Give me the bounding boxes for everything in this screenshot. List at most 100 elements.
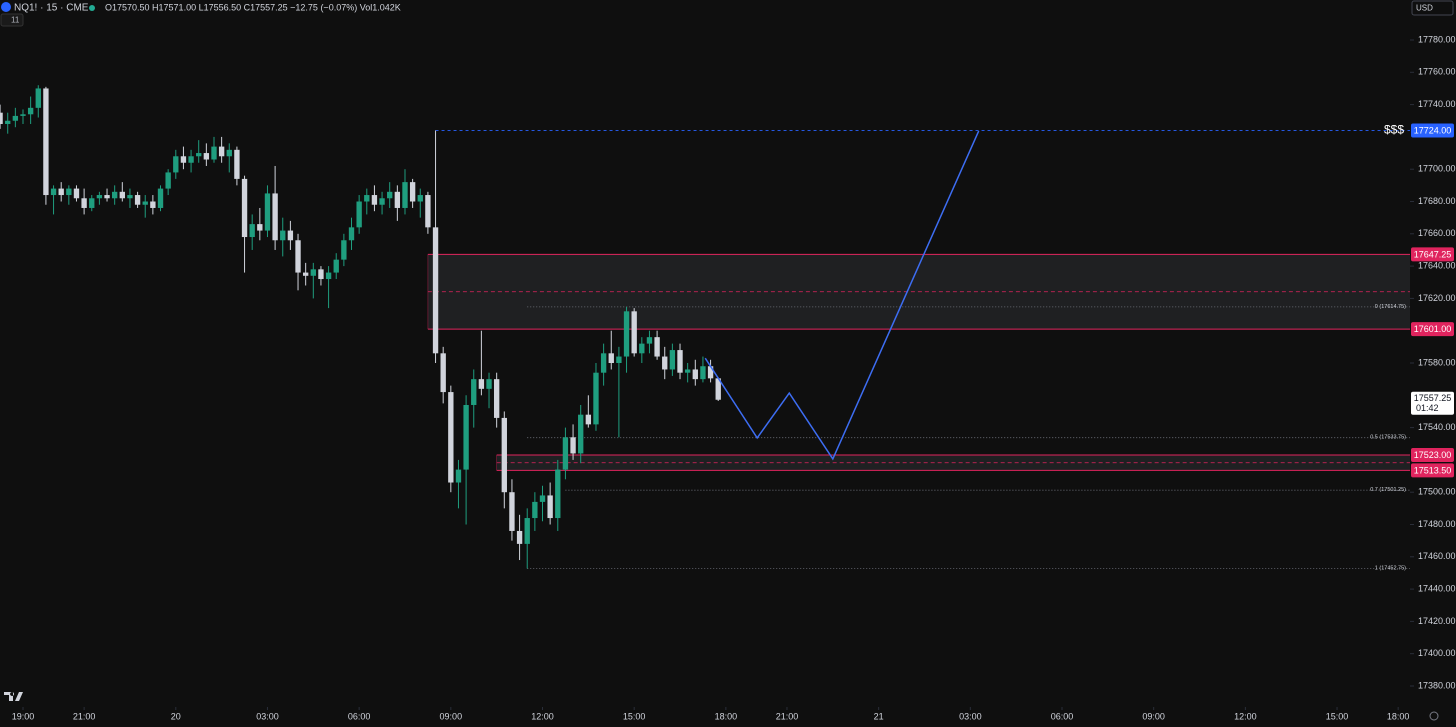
candle-body bbox=[157, 188, 164, 208]
candle-body bbox=[43, 88, 49, 196]
candle-body bbox=[241, 178, 248, 238]
symbol-logo bbox=[1, 2, 11, 12]
x-tick-label: 03:00 bbox=[256, 711, 279, 721]
candle-body bbox=[501, 417, 507, 493]
candle-body bbox=[134, 195, 141, 205]
candle-body bbox=[662, 356, 668, 370]
fib-label: 0 (17614.75) bbox=[1375, 304, 1406, 310]
x-tick-label: 09:00 bbox=[1142, 711, 1165, 721]
price-tag-label: 17724.00 bbox=[1414, 125, 1452, 135]
candle-body bbox=[478, 379, 485, 389]
candle-body bbox=[203, 153, 210, 160]
candle-body bbox=[425, 195, 431, 228]
candle-body bbox=[280, 230, 286, 241]
status-dot bbox=[89, 5, 95, 11]
candle-body bbox=[12, 115, 19, 121]
candle-body bbox=[593, 372, 599, 425]
price-tag bbox=[1411, 322, 1454, 337]
price-tag-label: 17647.25 bbox=[1414, 249, 1452, 259]
candle-body bbox=[486, 379, 492, 389]
plot-area bbox=[0, 85, 1410, 569]
y-tick-label: 17620.00 bbox=[1418, 293, 1456, 303]
candle-body bbox=[356, 201, 362, 228]
y-tick-label: 17420.00 bbox=[1418, 616, 1456, 626]
price-tag-label: 17513.50 bbox=[1414, 465, 1452, 475]
x-tick-label: 03:00 bbox=[959, 711, 982, 721]
x-tick-label: 18:00 bbox=[1387, 711, 1410, 721]
currency-button[interactable] bbox=[1411, 0, 1454, 16]
candle-body bbox=[119, 191, 125, 199]
candle-body bbox=[432, 227, 439, 354]
candle-body bbox=[379, 198, 385, 205]
candle-body bbox=[96, 195, 103, 199]
candle-body bbox=[325, 272, 332, 280]
y-tick-label: 17760.00 bbox=[1418, 67, 1456, 77]
candle-body bbox=[142, 201, 148, 205]
candle-body bbox=[111, 191, 118, 199]
candle-body bbox=[234, 149, 240, 179]
candle-body bbox=[58, 188, 64, 196]
y-tick-label: 17500.00 bbox=[1418, 487, 1456, 497]
x-tick-label: 20 bbox=[171, 711, 181, 721]
candle-body bbox=[66, 188, 72, 196]
candle-body bbox=[348, 227, 355, 241]
x-tick-label: 21:00 bbox=[776, 711, 799, 721]
currency: USD bbox=[1416, 4, 1433, 13]
candle-body bbox=[547, 495, 553, 519]
fib-label: 0.7 (17501.25) bbox=[1370, 487, 1406, 493]
symbol: NQ1! · 15 · CME bbox=[14, 3, 89, 14]
y-tick-label: 17440.00 bbox=[1418, 583, 1456, 593]
candle-body bbox=[226, 149, 232, 157]
fib-label: 0.5 (17533.75) bbox=[1370, 435, 1406, 441]
candle-body bbox=[631, 311, 637, 354]
candle-body bbox=[402, 182, 408, 208]
candle-body bbox=[150, 201, 156, 208]
candle-body bbox=[341, 240, 347, 260]
price-tag-label: 17601.00 bbox=[1414, 324, 1452, 334]
price-tag bbox=[1411, 247, 1454, 262]
candle-body bbox=[364, 195, 370, 202]
candle-body bbox=[180, 156, 187, 163]
candle-body bbox=[509, 492, 515, 531]
candle-body bbox=[539, 495, 546, 502]
indicator-count: 11 bbox=[11, 16, 20, 25]
indicator-toggle[interactable] bbox=[0, 13, 24, 27]
candle-body bbox=[623, 311, 630, 357]
candle-body bbox=[471, 379, 477, 405]
y-tick-label: 17640.00 bbox=[1418, 260, 1456, 270]
candle-body bbox=[20, 114, 26, 116]
candle-body bbox=[35, 88, 41, 108]
candle-body bbox=[211, 146, 217, 160]
candle-body bbox=[0, 112, 3, 124]
target-text: $$$ bbox=[1384, 123, 1404, 137]
candle-body bbox=[417, 195, 423, 202]
candle-body bbox=[371, 195, 378, 205]
price-tag bbox=[1411, 123, 1454, 138]
settings-button[interactable] bbox=[1429, 711, 1439, 721]
candle-body bbox=[448, 392, 454, 483]
x-tick-label: 21:00 bbox=[73, 711, 96, 721]
candle-body bbox=[127, 195, 133, 199]
y-tick-label: 17480.00 bbox=[1418, 519, 1456, 529]
candle-body bbox=[578, 414, 584, 454]
x-tick-label: 18:00 bbox=[715, 711, 738, 721]
candle-body bbox=[555, 469, 561, 519]
tradingview-logo bbox=[4, 692, 23, 701]
price-tag bbox=[1411, 463, 1454, 478]
candle-body bbox=[669, 350, 676, 370]
x-tick-label: 15:00 bbox=[623, 711, 646, 721]
candle-body bbox=[272, 193, 278, 241]
candle-body bbox=[608, 353, 614, 364]
fib-label: 1 (17452.75) bbox=[1375, 565, 1406, 571]
candle-body bbox=[196, 153, 202, 157]
y-tick-label: 17660.00 bbox=[1418, 228, 1456, 238]
candle-body bbox=[707, 366, 714, 379]
candle-body bbox=[173, 156, 179, 173]
candle-body bbox=[73, 188, 80, 199]
x-tick-label: 19:00 bbox=[12, 711, 35, 721]
candle-body bbox=[218, 146, 225, 157]
candle-body bbox=[532, 501, 538, 519]
